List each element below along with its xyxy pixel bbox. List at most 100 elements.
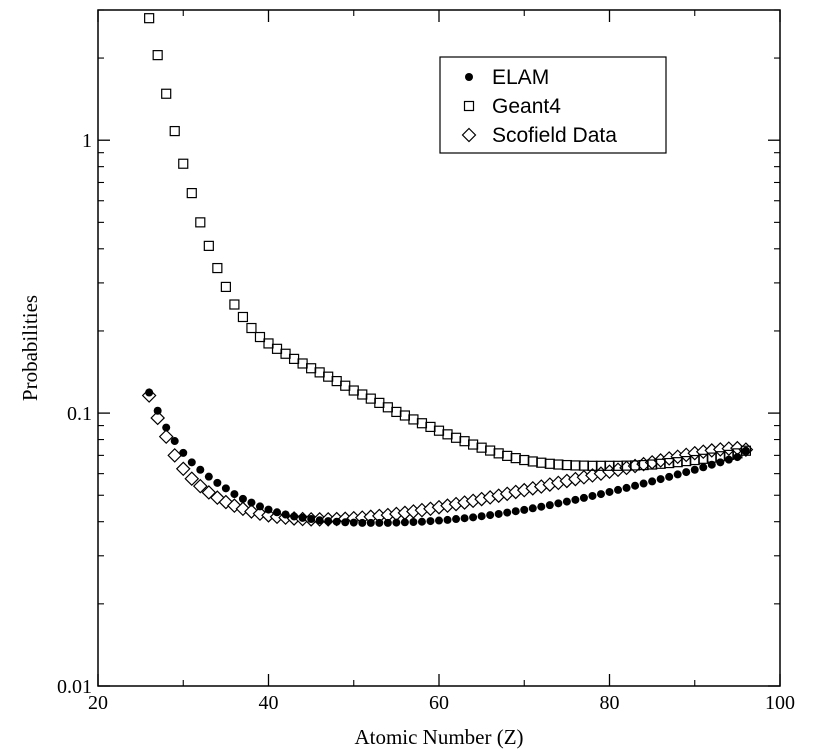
data-point xyxy=(476,442,487,453)
data-point xyxy=(740,445,752,456)
data-point xyxy=(554,499,563,508)
data-point xyxy=(622,483,631,492)
data-point xyxy=(399,410,410,421)
data-point xyxy=(588,491,597,500)
data-point xyxy=(511,507,520,516)
plot-frame xyxy=(97,9,781,687)
data-point xyxy=(244,504,259,519)
data-point xyxy=(297,358,308,369)
data-point xyxy=(605,487,614,496)
data-point xyxy=(383,518,392,527)
data-point xyxy=(452,515,461,524)
y-axis-ticks: 0.01 0.1 1 xyxy=(57,9,780,698)
data-point xyxy=(150,410,166,426)
data-point xyxy=(212,262,223,274)
series-layer xyxy=(141,13,754,527)
data-point xyxy=(281,510,290,519)
data-point xyxy=(435,516,443,525)
data-point xyxy=(442,429,453,440)
data-point xyxy=(391,406,402,418)
data-point xyxy=(213,478,222,487)
x-tick-label: 20 xyxy=(88,692,108,714)
data-point xyxy=(255,502,264,511)
data-point xyxy=(741,446,750,455)
data-point xyxy=(494,509,503,518)
x-tick-label: 80 xyxy=(600,692,620,714)
data-point xyxy=(349,518,358,527)
data-point xyxy=(416,418,428,429)
y-tick-label: 0.1 xyxy=(67,403,92,425)
data-point xyxy=(323,371,334,382)
data-point xyxy=(169,125,180,137)
data-point xyxy=(186,187,197,199)
data-point xyxy=(195,217,206,228)
data-point xyxy=(673,470,682,479)
data-point xyxy=(366,518,375,527)
data-point xyxy=(469,513,478,522)
data-point xyxy=(519,454,530,466)
data-point xyxy=(348,385,359,396)
data-point xyxy=(502,450,513,461)
data-point xyxy=(562,497,571,506)
data-point xyxy=(237,311,249,323)
data-point xyxy=(665,472,674,481)
data-point xyxy=(707,460,716,469)
legend-marker xyxy=(465,73,473,81)
data-point xyxy=(699,463,708,472)
data-point xyxy=(443,515,452,524)
legend-label: ELAM xyxy=(492,66,549,89)
y-tick-label: 0.01 xyxy=(57,676,92,698)
data-point xyxy=(570,460,581,471)
data-point xyxy=(246,322,257,334)
series-geant4 xyxy=(144,13,752,471)
data-point xyxy=(307,515,316,524)
data-point xyxy=(528,504,537,513)
data-point xyxy=(162,423,171,432)
data-point xyxy=(196,465,205,474)
data-point xyxy=(682,468,691,477)
data-point xyxy=(170,437,179,446)
data-point xyxy=(280,348,291,359)
data-point xyxy=(298,513,307,522)
data-point xyxy=(153,406,162,415)
data-point xyxy=(184,471,200,487)
data-point xyxy=(510,453,521,464)
data-point xyxy=(365,393,376,404)
data-point xyxy=(374,397,385,408)
data-point xyxy=(230,490,239,499)
data-point xyxy=(358,518,367,527)
data-point xyxy=(271,343,283,354)
data-point xyxy=(426,517,435,526)
data-point xyxy=(553,459,564,470)
x-tick-label: 40 xyxy=(259,692,279,714)
data-point xyxy=(408,414,419,425)
data-point xyxy=(485,445,496,456)
data-point xyxy=(238,494,247,503)
data-point xyxy=(656,475,665,484)
data-point xyxy=(724,455,733,464)
data-point xyxy=(400,518,409,527)
y-axis-label: Probabilities xyxy=(18,295,42,401)
data-point xyxy=(614,485,623,494)
data-point xyxy=(247,498,256,507)
series-elam xyxy=(145,388,750,527)
data-point xyxy=(459,436,470,447)
data-point xyxy=(537,502,546,511)
data-point xyxy=(273,508,282,517)
data-point xyxy=(690,465,699,474)
data-point xyxy=(578,460,590,471)
data-point xyxy=(375,518,384,527)
data-point xyxy=(493,448,504,459)
data-point xyxy=(639,479,648,488)
data-point xyxy=(145,388,154,397)
data-point xyxy=(152,50,163,61)
x-axis-ticks: 20 40 60 80 100 xyxy=(88,10,795,714)
data-point xyxy=(460,514,469,523)
x-axis-label: Atomic Number (Z) xyxy=(354,725,523,749)
data-point xyxy=(263,338,274,349)
data-point xyxy=(579,493,588,502)
data-point xyxy=(357,389,368,400)
data-point xyxy=(178,158,189,169)
data-point xyxy=(733,453,742,462)
data-point xyxy=(204,472,213,481)
